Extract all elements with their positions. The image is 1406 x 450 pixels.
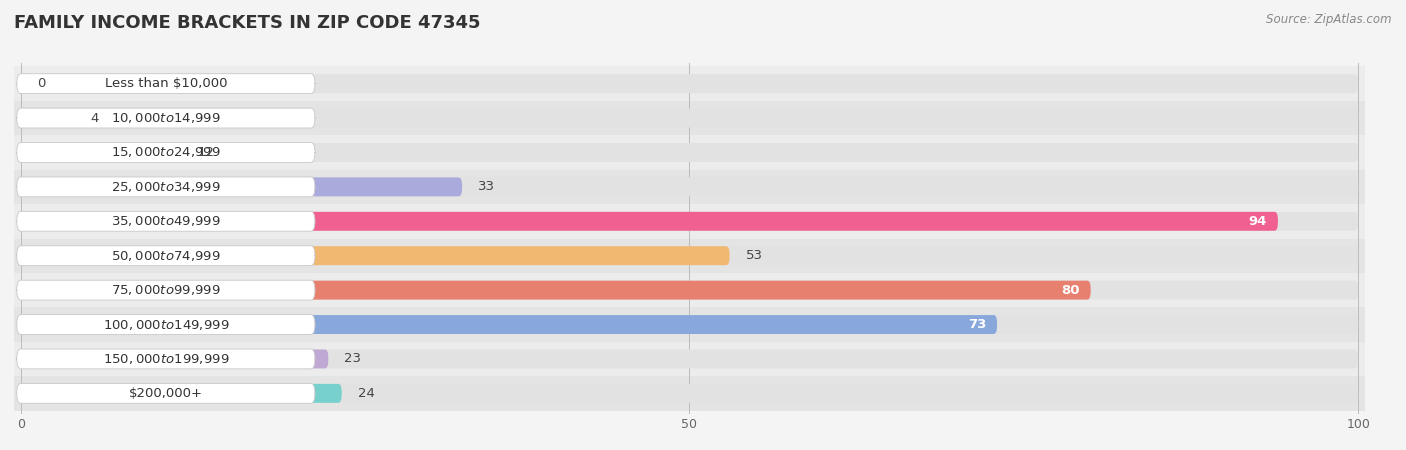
FancyBboxPatch shape [21,143,1358,162]
FancyBboxPatch shape [14,342,1365,376]
FancyBboxPatch shape [14,238,1365,273]
Text: $200,000+: $200,000+ [129,387,202,400]
FancyBboxPatch shape [21,281,1091,300]
FancyBboxPatch shape [14,307,1365,342]
FancyBboxPatch shape [17,315,315,334]
Text: 12: 12 [197,146,214,159]
FancyBboxPatch shape [21,384,342,403]
FancyBboxPatch shape [21,315,1358,334]
FancyBboxPatch shape [21,143,181,162]
FancyBboxPatch shape [14,204,1365,238]
FancyBboxPatch shape [21,108,1358,127]
Text: $75,000 to $99,999: $75,000 to $99,999 [111,283,221,297]
FancyBboxPatch shape [21,315,997,334]
Text: $100,000 to $149,999: $100,000 to $149,999 [103,318,229,332]
FancyBboxPatch shape [21,384,1358,403]
FancyBboxPatch shape [17,212,315,231]
FancyBboxPatch shape [14,67,1365,101]
FancyBboxPatch shape [21,246,730,265]
Text: $10,000 to $14,999: $10,000 to $14,999 [111,111,221,125]
Text: 23: 23 [344,352,361,365]
FancyBboxPatch shape [21,246,1358,265]
Text: $25,000 to $34,999: $25,000 to $34,999 [111,180,221,194]
Text: 4: 4 [90,112,98,125]
Text: $35,000 to $49,999: $35,000 to $49,999 [111,214,221,228]
FancyBboxPatch shape [17,246,315,266]
Text: 33: 33 [478,180,495,194]
FancyBboxPatch shape [21,350,329,369]
FancyBboxPatch shape [14,101,1365,135]
FancyBboxPatch shape [21,74,1358,93]
FancyBboxPatch shape [17,74,315,94]
Text: Less than $10,000: Less than $10,000 [104,77,228,90]
FancyBboxPatch shape [14,135,1365,170]
FancyBboxPatch shape [21,177,1358,196]
Text: 80: 80 [1062,284,1080,297]
FancyBboxPatch shape [21,108,75,127]
FancyBboxPatch shape [14,376,1365,410]
FancyBboxPatch shape [17,143,315,162]
FancyBboxPatch shape [21,212,1278,231]
Text: 94: 94 [1249,215,1267,228]
Text: 0: 0 [37,77,45,90]
Text: $50,000 to $74,999: $50,000 to $74,999 [111,249,221,263]
Text: $150,000 to $199,999: $150,000 to $199,999 [103,352,229,366]
FancyBboxPatch shape [21,281,1358,300]
Text: 73: 73 [967,318,987,331]
FancyBboxPatch shape [21,177,463,196]
FancyBboxPatch shape [17,349,315,369]
FancyBboxPatch shape [17,108,315,128]
FancyBboxPatch shape [17,177,315,197]
Text: FAMILY INCOME BRACKETS IN ZIP CODE 47345: FAMILY INCOME BRACKETS IN ZIP CODE 47345 [14,14,481,32]
FancyBboxPatch shape [17,280,315,300]
FancyBboxPatch shape [21,212,1358,231]
Text: Source: ZipAtlas.com: Source: ZipAtlas.com [1267,14,1392,27]
FancyBboxPatch shape [17,383,315,403]
FancyBboxPatch shape [21,350,1358,369]
Text: 24: 24 [357,387,374,400]
FancyBboxPatch shape [14,170,1365,204]
Text: $15,000 to $24,999: $15,000 to $24,999 [111,145,221,159]
Text: 53: 53 [745,249,762,262]
FancyBboxPatch shape [14,273,1365,307]
